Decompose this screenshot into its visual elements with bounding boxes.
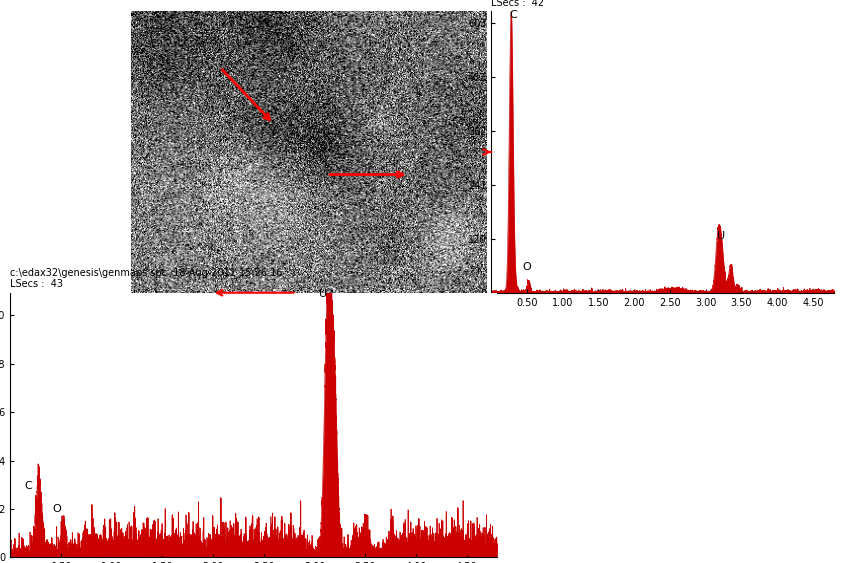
Text: c:\edax32\genesis\genmaps.spc  18-Aug-2011 15:26:16
LSecs :  43: c:\edax32\genesis\genmaps.spc 18-Aug-201… bbox=[10, 267, 283, 289]
Text: C: C bbox=[510, 10, 518, 20]
Text: U: U bbox=[318, 289, 327, 300]
Text: O: O bbox=[523, 262, 531, 272]
Text: C: C bbox=[25, 481, 32, 491]
Text: c:\edax32\genesis\genmaps.spc  18-Aug-2011 15:24:34
LSecs :  42: c:\edax32\genesis\genmaps.spc 18-Aug-201… bbox=[491, 0, 764, 8]
Text: U: U bbox=[717, 231, 725, 241]
Text: O: O bbox=[53, 504, 61, 514]
